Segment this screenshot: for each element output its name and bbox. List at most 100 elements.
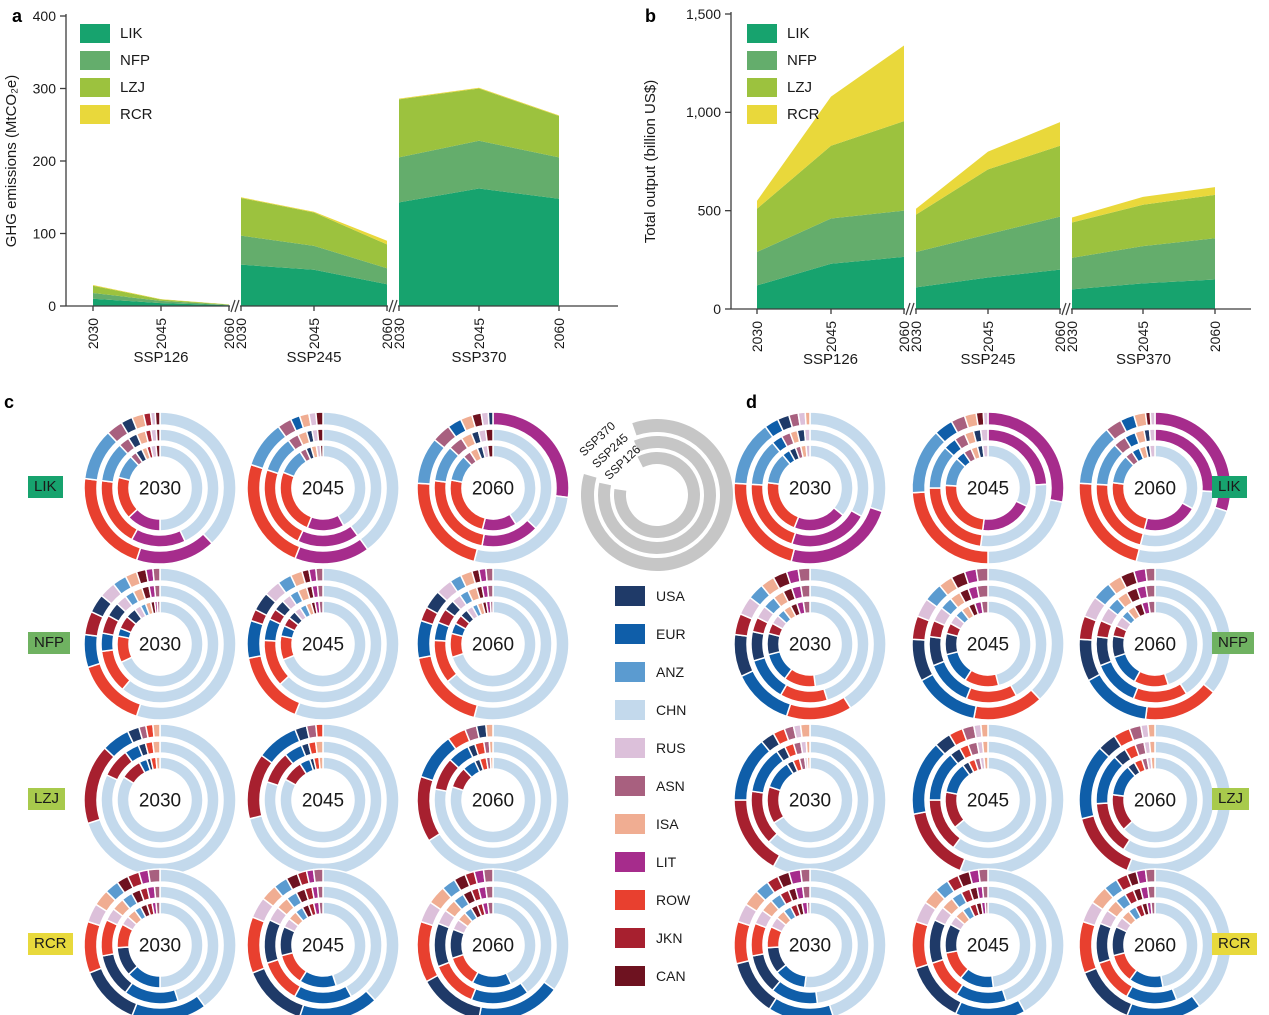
segment-CHN — [433, 740, 553, 860]
donut-year-label: 2060 — [472, 635, 514, 656]
donut-c-NFP-2060: 2060 — [416, 567, 570, 721]
ring-SSP245 — [263, 428, 383, 548]
ring-SSP370 — [246, 723, 400, 877]
ring-SSP370 — [416, 868, 570, 1015]
ring-SSP245 — [750, 428, 870, 548]
ring-SSP370 — [911, 411, 1065, 565]
donut-year-label: 2045 — [302, 791, 344, 812]
segment-ASN — [975, 567, 989, 583]
x-tick-label: 2060 — [1052, 321, 1068, 352]
segment-CHN — [772, 756, 854, 844]
segment-ASN — [486, 901, 494, 916]
legend-swatch-RCR — [747, 105, 777, 124]
segment-CAN — [155, 444, 161, 458]
x-tick-label: 2030 — [1064, 321, 1080, 352]
ring-SSP245 — [928, 885, 1048, 1005]
segment-ISA — [488, 740, 494, 754]
ring-SSP126 — [449, 756, 537, 844]
ring-SSP370 — [83, 567, 237, 721]
donut-d-RCR-2060: 2060 — [1078, 868, 1232, 1015]
donut-year-label: 2045 — [967, 479, 1009, 500]
segment-CHN — [809, 868, 887, 1015]
country-label: CHN — [656, 702, 687, 718]
donut-d-RCR-2045: 2045 — [911, 868, 1065, 1015]
country-swatch-USA — [615, 586, 645, 606]
country-label: ASN — [656, 778, 685, 794]
area-SSP126-LZJ — [757, 121, 904, 252]
segment-ASN — [1150, 901, 1156, 915]
group-label: SSP245 — [286, 349, 341, 366]
area-SSP370-RCR — [1072, 187, 1215, 223]
donut-c-RCR-2045: 2045 — [246, 868, 400, 1015]
segment-ROW — [116, 635, 133, 664]
ring-SSP370 — [1078, 411, 1232, 565]
ring-SSP126 — [1111, 901, 1199, 989]
country-swatch-ASN — [615, 776, 645, 796]
donut-d-NFP-2045: 2045 — [911, 567, 1065, 721]
donut-year-label: 2060 — [472, 479, 514, 500]
donut-c-RCR-2030: 2030 — [83, 868, 237, 1015]
x-tick-label: 2060 — [221, 318, 237, 349]
ring-SSP245 — [1095, 740, 1215, 860]
country-legend-item: LIT — [615, 852, 745, 872]
x-tick-label: 2030 — [908, 321, 924, 352]
ring-SSP126 — [944, 444, 1032, 532]
group-label: SSP370 — [1116, 351, 1171, 368]
ring-SSP126 — [279, 756, 367, 844]
badge-c-LZJ: LZJ — [28, 788, 66, 810]
country-label: JKN — [656, 930, 683, 946]
ring-SSP126 — [944, 756, 1032, 844]
x-tick-label: 2045 — [980, 321, 996, 352]
donut-year-label: 2030 — [789, 479, 831, 500]
x-tick-label: 2045 — [823, 321, 839, 352]
ring-SSP126 — [116, 444, 204, 532]
legend-label: RCR — [787, 106, 820, 123]
segment-EUR — [416, 619, 435, 660]
donut-year-label: 2030 — [139, 791, 181, 812]
segment-ISA — [983, 756, 989, 770]
country-legend-item: EUR — [615, 624, 745, 644]
ring-SSP126 — [944, 901, 1032, 989]
ring-SSP245 — [263, 584, 383, 704]
ring-SSP370 — [1078, 567, 1232, 721]
segment-RUS — [979, 428, 989, 443]
segment-RUS — [1148, 444, 1156, 459]
segment-ASN — [489, 600, 494, 614]
country-swatch-RUS — [615, 738, 645, 758]
segment-CHN — [263, 740, 383, 860]
legend-swatch-LIK — [80, 24, 110, 43]
segment-ASN — [156, 600, 161, 614]
ring-SSP245 — [433, 740, 553, 860]
ring-SSP370 — [83, 723, 237, 877]
country-label: EUR — [656, 626, 686, 642]
segment-USA — [263, 918, 282, 965]
y-tick-label: 1,000 — [686, 104, 721, 120]
ring-SSP126 — [279, 600, 367, 688]
ring-SSP370 — [733, 567, 887, 721]
donut-c-LIK-2060: 2060 — [416, 411, 570, 565]
segment-ASN — [316, 584, 324, 599]
donut-year-label: 2030 — [789, 635, 831, 656]
country-label: RUS — [656, 740, 686, 756]
segment-ISA — [1147, 723, 1156, 739]
x-tick-label: 2045 — [1135, 321, 1151, 352]
ring-SSP370 — [911, 723, 1065, 877]
segment-USA — [1111, 635, 1127, 659]
y-tick-label: 0 — [48, 298, 56, 314]
legend-swatch-NFP — [80, 51, 110, 70]
segment-USA — [1095, 635, 1113, 667]
x-tick-label: 2030 — [85, 318, 101, 349]
ring-SSP245 — [750, 584, 870, 704]
x-tick-label: 2060 — [379, 318, 395, 349]
country-label: ROW — [656, 892, 691, 908]
segment-LIT — [130, 528, 187, 548]
x-tick-label: 2030 — [233, 318, 249, 349]
country-legend-item: JKN — [615, 928, 745, 948]
donut-d-LIK-2045: 2045 — [911, 411, 1065, 565]
segment-JKN — [766, 785, 785, 825]
ring-SSP245 — [433, 584, 553, 704]
area-SSP245-RCR — [916, 122, 1060, 215]
ring-SSP245 — [928, 740, 1048, 860]
segment-USA — [750, 630, 766, 662]
